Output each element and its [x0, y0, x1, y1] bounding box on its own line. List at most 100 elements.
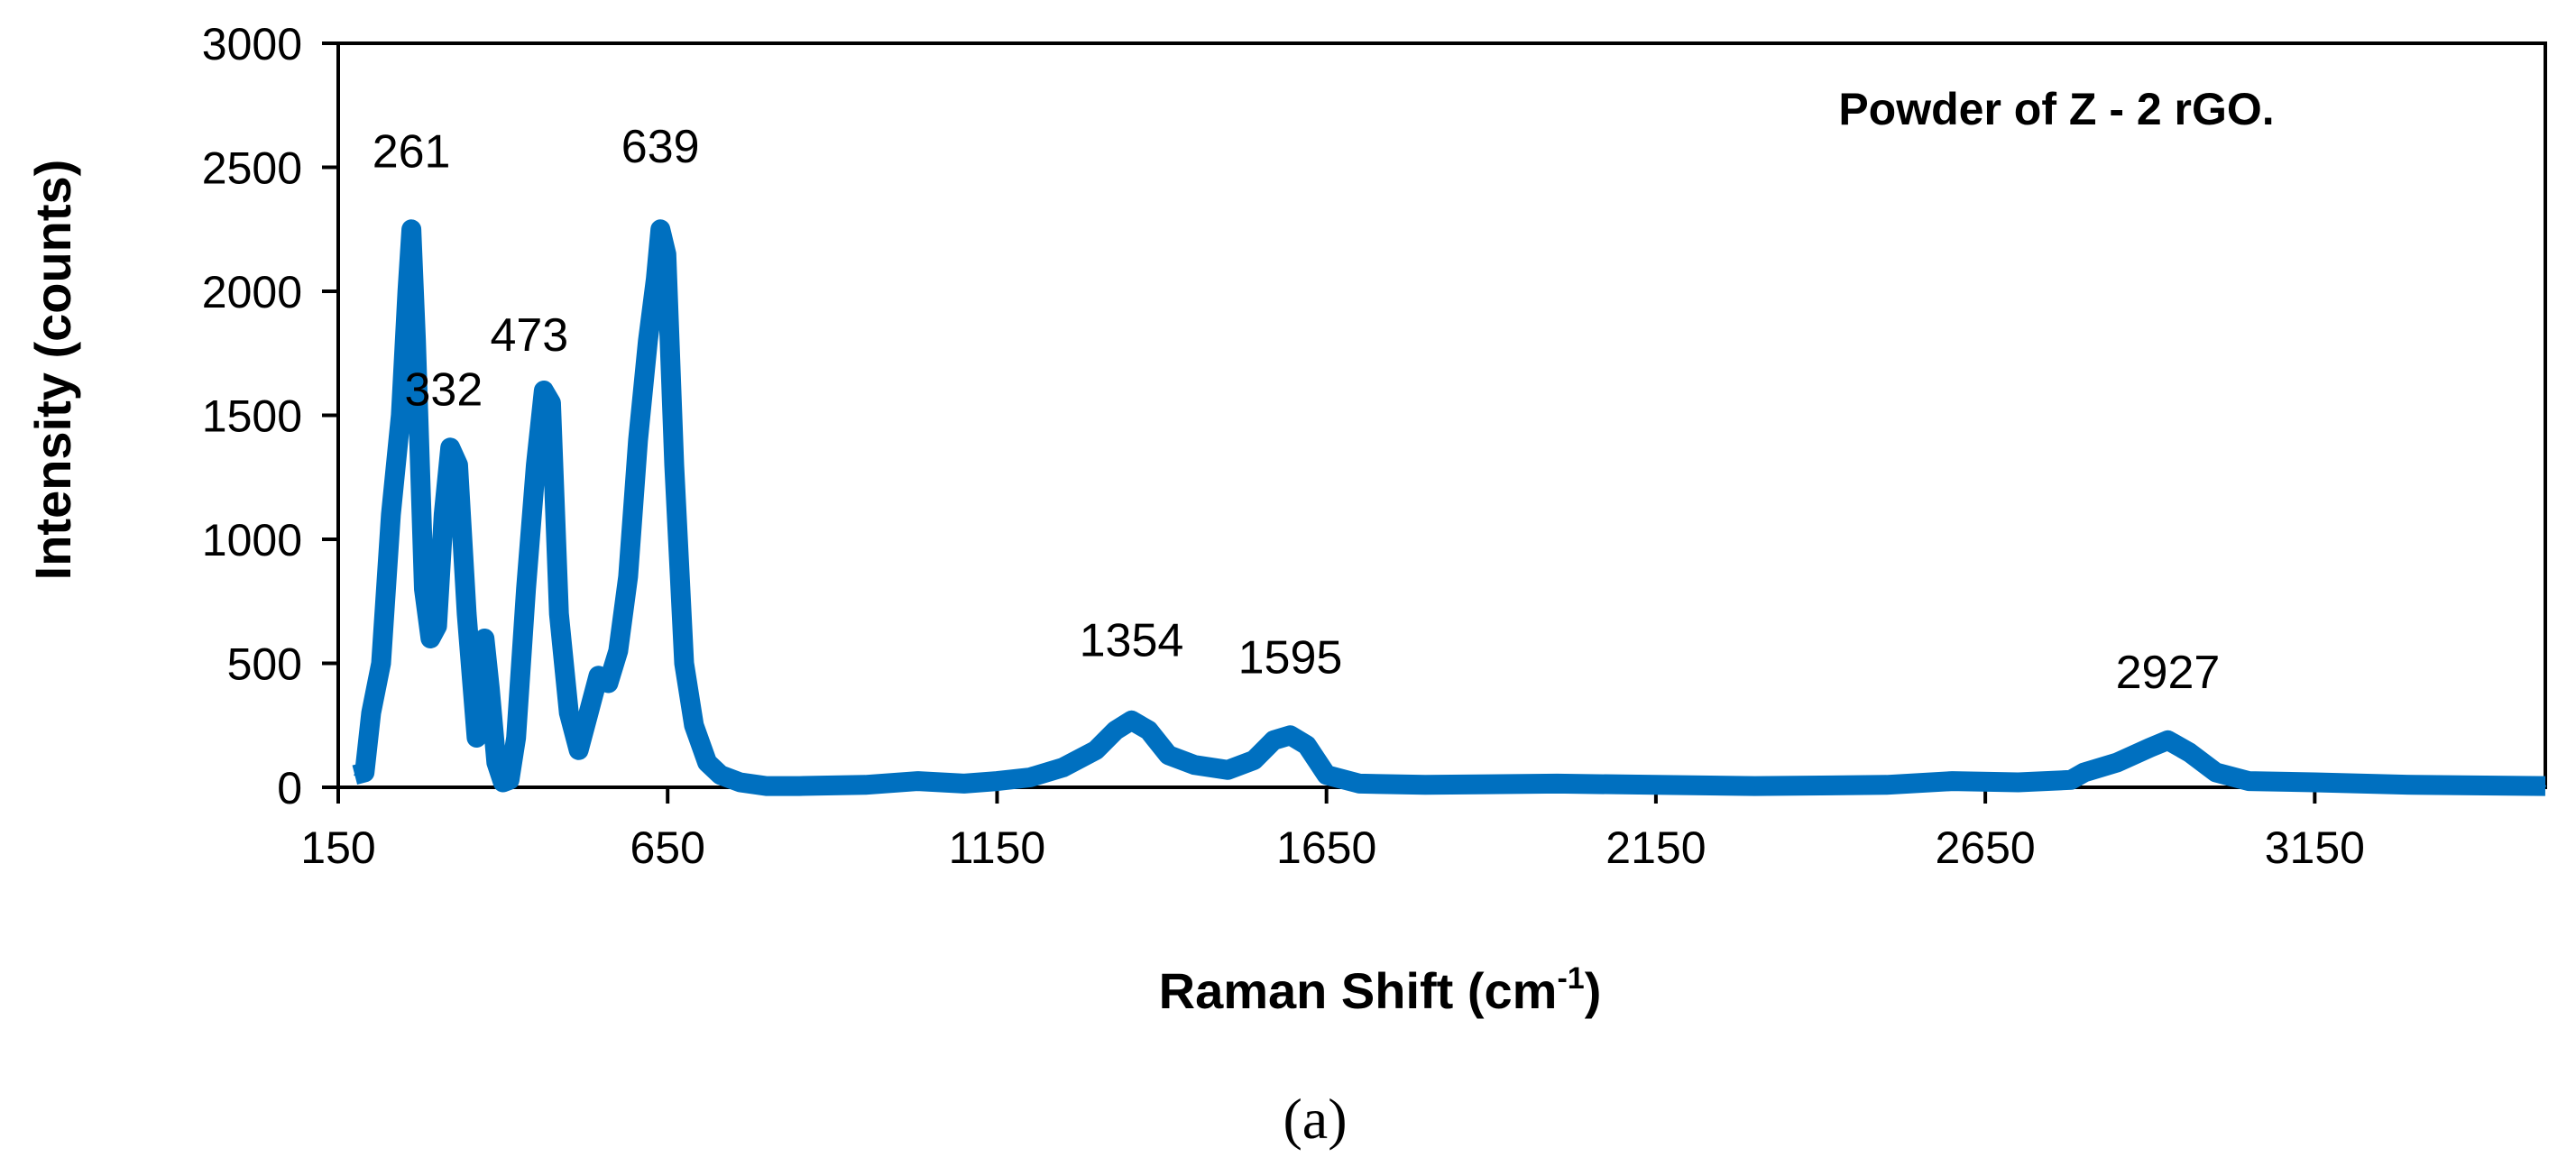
- data-point: [655, 278, 658, 280]
- x-tick-label: 150: [300, 822, 375, 873]
- x-axis: 150 650 1150 1650 2150 2650 3150: [300, 787, 2365, 873]
- data-point: [535, 464, 538, 466]
- y-tick-label: 0: [277, 763, 302, 813]
- data-point: [1325, 774, 1328, 776]
- x-tick-label: 2150: [1605, 822, 1706, 873]
- x-tick-label: 2650: [1936, 822, 2036, 873]
- data-series-layer: [352, 219, 2546, 796]
- series-line-0: [352, 219, 2546, 796]
- data-point: [1062, 767, 1064, 768]
- data-point: [2188, 751, 2191, 754]
- data-point: [1167, 754, 1170, 757]
- data-point: [587, 712, 590, 714]
- figure-sublabel: (a): [1283, 1087, 1347, 1151]
- x-tick-label: 1650: [1276, 822, 1376, 873]
- data-point: [400, 414, 402, 417]
- data-point: [693, 724, 695, 727]
- data-point: [436, 625, 438, 628]
- data-point: [475, 737, 478, 739]
- data-point: [542, 390, 545, 391]
- data-point: [2544, 785, 2546, 787]
- data-point: [370, 712, 373, 714]
- data-point: [1028, 776, 1031, 778]
- data-point: [673, 464, 676, 466]
- data-point: [2167, 739, 2169, 741]
- data-point: [1193, 764, 1196, 767]
- data-point: [483, 638, 486, 639]
- data-point: [390, 513, 392, 516]
- data-point: [557, 612, 560, 615]
- x-axis-title: Raman Shift (cm-1): [1159, 961, 1602, 1019]
- data-point: [508, 778, 511, 781]
- data-point: [1885, 784, 1888, 786]
- data-point: [765, 785, 768, 787]
- y-tick-label: 1500: [202, 391, 302, 442]
- chart-title: Powder of Z - 2 rGO.: [1838, 84, 2274, 134]
- data-point: [2116, 761, 2119, 764]
- data-point: [647, 340, 649, 342]
- data-point: [2248, 780, 2250, 783]
- x-axis-title-superscript: -1: [1557, 961, 1584, 996]
- peak-label-2927: 2927: [2116, 647, 2221, 699]
- y-tick-label: 2500: [202, 143, 302, 194]
- data-point: [2070, 778, 2073, 781]
- x-tick-label: 650: [630, 822, 705, 873]
- data-point: [996, 780, 998, 783]
- data-point: [525, 588, 528, 590]
- data-point: [449, 446, 452, 449]
- x-tick-label: 1150: [949, 822, 1046, 873]
- data-point: [422, 588, 425, 590]
- data-point: [442, 513, 445, 516]
- data-point: [2214, 771, 2217, 774]
- data-point: [597, 675, 600, 677]
- x-axis-title-end: ): [1585, 962, 1602, 1019]
- data-point: [2017, 781, 2019, 784]
- y-axis-title: Intensity (counts): [24, 160, 81, 581]
- y-tick-label: 500: [227, 639, 302, 690]
- data-point: [363, 771, 366, 774]
- data-point: [1424, 784, 1427, 786]
- data-point: [1951, 780, 1954, 783]
- data-point: [1654, 784, 1657, 786]
- data-point: [1227, 768, 1229, 771]
- data-point: [659, 228, 662, 231]
- data-point: [739, 781, 741, 784]
- data-point: [549, 401, 552, 404]
- data-point: [1305, 744, 1308, 747]
- data-point: [406, 290, 409, 292]
- data-point: [1289, 734, 1292, 737]
- data-point: [2083, 771, 2085, 774]
- peak-label-473: 473: [490, 309, 568, 362]
- x-axis-title-main: Raman Shift (cm: [1159, 962, 1558, 1019]
- data-point: [2412, 784, 2415, 786]
- data-point: [683, 662, 685, 665]
- data-point: [637, 439, 639, 441]
- data-point: [2314, 781, 2316, 784]
- data-point: [501, 781, 504, 784]
- peak-label-261: 261: [373, 126, 451, 179]
- peak-label-639: 639: [621, 121, 700, 173]
- data-point: [665, 253, 667, 255]
- data-point: [607, 682, 610, 684]
- data-point: [1556, 782, 1559, 785]
- data-point: [465, 612, 468, 615]
- y-tick-label: 1000: [202, 515, 302, 565]
- data-point: [495, 761, 498, 764]
- data-point: [515, 737, 518, 739]
- data-point: [617, 649, 620, 652]
- peak-label-1595: 1595: [1238, 632, 1343, 684]
- y-tick-label: 3000: [202, 19, 302, 69]
- peak-label-1354: 1354: [1080, 614, 1184, 666]
- data-point: [577, 749, 580, 751]
- x-tick-label: 3150: [2265, 822, 2365, 873]
- data-point: [864, 784, 867, 786]
- data-point: [719, 774, 722, 776]
- data-point: [1095, 749, 1098, 751]
- data-point: [798, 785, 801, 787]
- peak-label-332: 332: [404, 364, 483, 417]
- data-point: [380, 662, 382, 665]
- data-point: [627, 575, 630, 578]
- data-point: [916, 780, 919, 783]
